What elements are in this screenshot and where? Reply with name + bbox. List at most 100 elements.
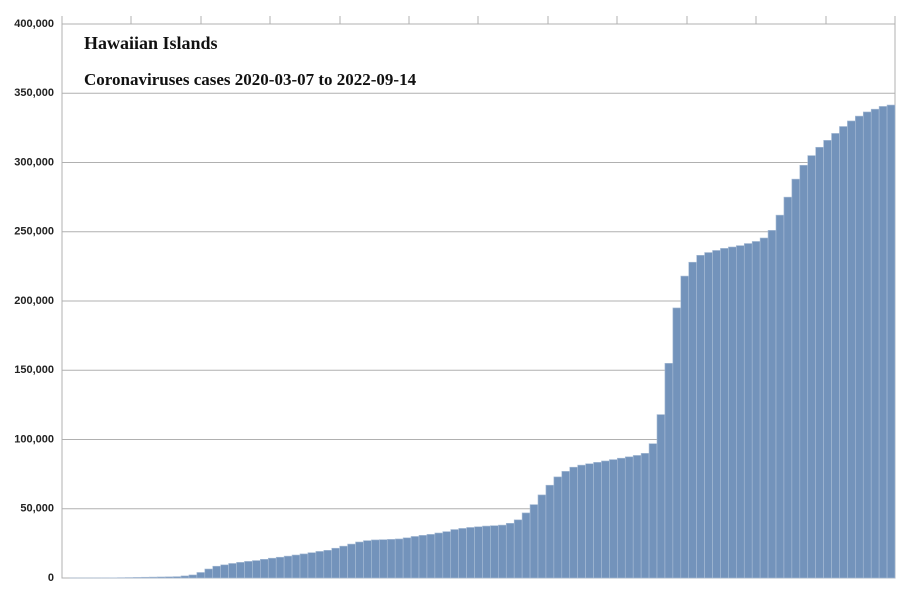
bar xyxy=(141,576,150,579)
bar xyxy=(371,539,380,579)
bar xyxy=(743,243,753,579)
bar xyxy=(220,564,229,579)
bar xyxy=(664,363,674,579)
bar xyxy=(275,556,285,579)
bar xyxy=(704,252,713,579)
bar xyxy=(886,104,896,579)
bar xyxy=(188,574,198,579)
bar xyxy=(434,532,444,579)
y-tick-label: 150,000 xyxy=(14,364,54,376)
bar xyxy=(870,108,880,579)
bar xyxy=(855,115,864,579)
bar xyxy=(260,559,269,579)
y-tick-label: 300,000 xyxy=(14,156,54,168)
bar xyxy=(204,568,214,579)
y-tick-label: 350,000 xyxy=(14,87,54,99)
bar xyxy=(680,275,690,579)
bar xyxy=(402,537,412,579)
bar xyxy=(331,547,340,579)
bar xyxy=(482,525,491,579)
bar xyxy=(728,246,737,579)
bar xyxy=(172,576,182,579)
bar xyxy=(466,527,475,579)
bars xyxy=(69,104,896,579)
bar xyxy=(315,551,325,579)
bar xyxy=(148,576,158,579)
bar xyxy=(529,504,539,579)
bar xyxy=(307,552,317,579)
bar xyxy=(823,140,832,579)
bar xyxy=(569,466,578,579)
bar xyxy=(688,261,697,579)
bar xyxy=(164,576,174,579)
chart-title: Hawaiian Islands xyxy=(84,33,218,53)
y-tick-label: 250,000 xyxy=(14,226,54,238)
bar xyxy=(267,557,277,579)
bar xyxy=(156,576,166,579)
bar xyxy=(363,540,372,579)
bar xyxy=(236,562,245,579)
bar xyxy=(561,471,571,579)
bar xyxy=(490,525,499,579)
bar xyxy=(458,528,467,579)
y-tick-label: 100,000 xyxy=(14,433,54,445)
bar xyxy=(720,248,729,579)
bar xyxy=(577,464,586,579)
bar xyxy=(291,554,301,579)
bar xyxy=(632,455,642,579)
bar xyxy=(585,463,594,579)
bar xyxy=(696,254,705,579)
bar xyxy=(624,456,634,579)
bar xyxy=(498,524,507,579)
bar xyxy=(133,577,142,579)
bar xyxy=(601,460,610,579)
bar xyxy=(196,572,206,579)
bar xyxy=(807,155,816,579)
bar xyxy=(656,414,666,579)
y-tick-label: 200,000 xyxy=(14,295,54,307)
bar xyxy=(323,549,333,579)
bar xyxy=(379,539,388,579)
chart-subtitle: Coronaviruses cases 2020-03-07 to 2022-0… xyxy=(84,70,417,89)
bar xyxy=(783,196,793,579)
bar xyxy=(775,214,785,579)
bar xyxy=(553,476,563,579)
bar xyxy=(791,178,801,579)
bar xyxy=(283,555,293,579)
bar xyxy=(410,536,420,579)
bar xyxy=(751,241,761,579)
bar xyxy=(640,453,650,579)
bar xyxy=(450,529,459,579)
bar xyxy=(831,133,840,579)
bar xyxy=(180,575,190,579)
bar xyxy=(593,462,602,579)
bar xyxy=(339,545,348,579)
bar xyxy=(759,237,769,579)
bar xyxy=(394,538,404,579)
bar xyxy=(418,535,428,579)
bar xyxy=(839,126,848,579)
bar xyxy=(672,307,682,579)
bar xyxy=(617,457,626,579)
bar xyxy=(426,534,436,579)
bar xyxy=(386,539,396,579)
bar xyxy=(299,553,309,579)
bar xyxy=(736,245,745,579)
y-tick-label: 50,000 xyxy=(20,503,54,515)
bar xyxy=(878,106,888,579)
bar xyxy=(648,443,658,579)
bar xyxy=(474,526,483,579)
bar xyxy=(537,494,547,579)
bar xyxy=(505,522,515,579)
bar xyxy=(847,120,856,579)
bar xyxy=(228,563,237,579)
bar xyxy=(212,565,221,579)
bar xyxy=(347,543,356,579)
bar xyxy=(862,111,872,579)
bar xyxy=(252,560,261,579)
bar xyxy=(799,164,809,579)
bar xyxy=(815,146,824,579)
y-tick-label: 0 xyxy=(48,572,54,584)
